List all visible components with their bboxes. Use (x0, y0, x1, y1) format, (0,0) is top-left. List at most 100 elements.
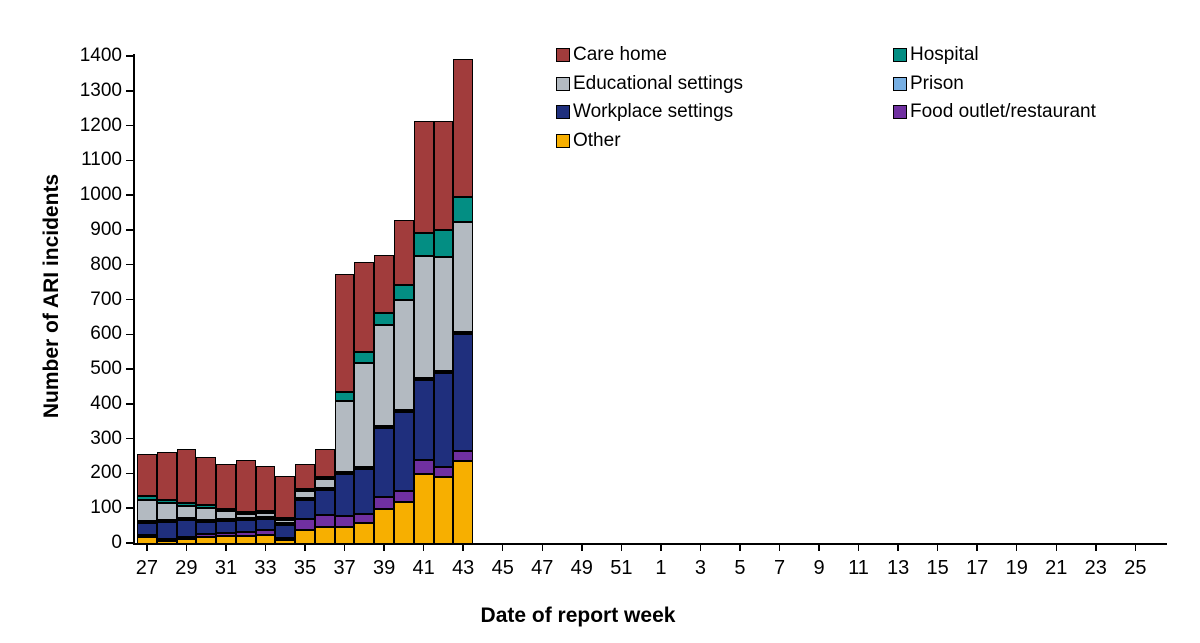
segment-food-outlet-restaurant-week-43 (453, 450, 474, 461)
x-tick-label: 47 (531, 557, 554, 579)
segment-workplace-settings-week-36 (314, 489, 335, 515)
segment-educational-settings-week-37 (334, 401, 355, 473)
x-tick (1134, 545, 1137, 551)
segment-food-outlet-restaurant-week-36 (314, 514, 335, 527)
segment-food-outlet-restaurant-week-37 (334, 516, 355, 527)
legend-item-educational-settings: Educational settings (556, 72, 744, 94)
x-tick (501, 545, 504, 551)
x-tick-label: 5 (734, 557, 746, 579)
x-tick-label: 21 (1045, 557, 1068, 579)
segment-care-home-week-34 (275, 476, 296, 518)
x-tick (818, 545, 820, 551)
segment-hospital-week-34 (275, 517, 296, 520)
bar-week-42 (433, 121, 454, 544)
segment-prison-week-29 (176, 518, 197, 521)
legend-swatch-workplace-settings (556, 105, 570, 120)
bar-week-32 (235, 459, 256, 545)
segment-educational-settings-week-36 (314, 478, 335, 488)
y-tick-label: 600 (90, 323, 122, 345)
y-tick-label: 400 (90, 392, 122, 414)
segment-educational-settings-week-30 (196, 507, 217, 521)
segment-workplace-settings-week-31 (216, 521, 236, 534)
segment-prison-week-32 (235, 517, 256, 520)
segment-care-home-week-27 (137, 454, 157, 497)
x-tick (1055, 545, 1058, 551)
x-tick-label: 23 (1084, 557, 1107, 579)
segment-food-outlet-restaurant-week-42 (433, 467, 454, 478)
x-tick-label: 41 (412, 557, 435, 579)
segment-hospital-week-41 (413, 233, 434, 257)
segment-other-week-41 (413, 473, 434, 544)
segment-educational-settings-week-35 (295, 490, 315, 499)
x-tick (422, 545, 425, 551)
y-tick (126, 194, 133, 196)
segment-care-home-week-42 (433, 121, 454, 230)
segment-care-home-week-32 (235, 459, 256, 513)
y-tick-label: 800 (90, 253, 122, 275)
segment-hospital-week-39 (374, 313, 394, 325)
segment-food-outlet-restaurant-week-33 (255, 529, 276, 535)
bar-week-43 (453, 58, 474, 544)
x-tick (146, 545, 148, 551)
x-tick-label: 3 (694, 557, 706, 579)
x-tick-label: 51 (610, 557, 633, 579)
legend-item-other: Other (556, 130, 621, 151)
segment-hospital-week-43 (453, 196, 474, 222)
segment-workplace-settings-week-40 (394, 412, 414, 491)
segment-food-outlet-restaurant-week-28 (156, 539, 177, 542)
segment-hospital-week-37 (334, 392, 355, 402)
segment-care-home-week-28 (156, 451, 177, 500)
segment-care-home-week-30 (196, 457, 217, 506)
y-tick (126, 333, 133, 336)
segment-workplace-settings-week-27 (137, 522, 157, 536)
x-tick (1095, 545, 1097, 551)
segment-workplace-settings-week-32 (235, 519, 256, 533)
legend-label-educational-settings: Educational settings (573, 72, 744, 94)
segment-hospital-week-28 (156, 499, 177, 503)
segment-educational-settings-week-29 (176, 506, 197, 519)
segment-care-home-week-37 (334, 274, 355, 393)
y-tick (126, 368, 133, 370)
segment-prison-week-28 (156, 519, 177, 522)
segment-workplace-settings-week-35 (295, 500, 315, 520)
segment-educational-settings-week-34 (275, 519, 296, 523)
segment-food-outlet-restaurant-week-32 (235, 532, 256, 536)
segment-prison-week-34 (275, 522, 296, 525)
x-tick (264, 545, 267, 551)
segment-prison-week-38 (354, 467, 375, 470)
segment-educational-settings-week-31 (216, 511, 236, 520)
segment-educational-settings-week-39 (374, 324, 394, 426)
y-tick (126, 542, 133, 544)
segment-food-outlet-restaurant-week-40 (394, 490, 414, 503)
segment-workplace-settings-week-37 (334, 474, 355, 517)
x-tick-label: 19 (1005, 557, 1028, 579)
segment-workplace-settings-week-38 (354, 469, 375, 515)
segment-workplace-settings-week-29 (176, 520, 197, 538)
segment-hospital-week-31 (216, 508, 236, 512)
bar-week-39 (374, 255, 394, 544)
segment-hospital-week-27 (137, 496, 157, 500)
bar-week-34 (275, 476, 296, 546)
segment-prison-week-36 (314, 487, 335, 490)
x-tick (739, 545, 741, 551)
bar-week-33 (255, 465, 276, 545)
y-tick (126, 159, 133, 162)
segment-workplace-settings-week-33 (255, 518, 276, 530)
segment-hospital-week-38 (354, 352, 375, 363)
bar-week-37 (334, 274, 355, 544)
segment-other-week-42 (433, 477, 454, 544)
x-tick-label: 1 (655, 557, 667, 579)
bar-week-27 (137, 454, 157, 545)
y-tick-label: 100 (90, 497, 122, 519)
bar-week-38 (354, 261, 375, 544)
segment-other-week-40 (394, 502, 414, 544)
y-tick (126, 263, 133, 266)
segment-hospital-week-36 (314, 476, 335, 479)
x-tick-label: 13 (886, 557, 910, 579)
segment-prison-week-42 (433, 371, 454, 374)
y-tick-label: 1200 (79, 114, 122, 136)
bar-week-41 (413, 120, 434, 544)
bar-week-28 (156, 451, 177, 545)
segment-food-outlet-restaurant-week-34 (275, 538, 296, 541)
